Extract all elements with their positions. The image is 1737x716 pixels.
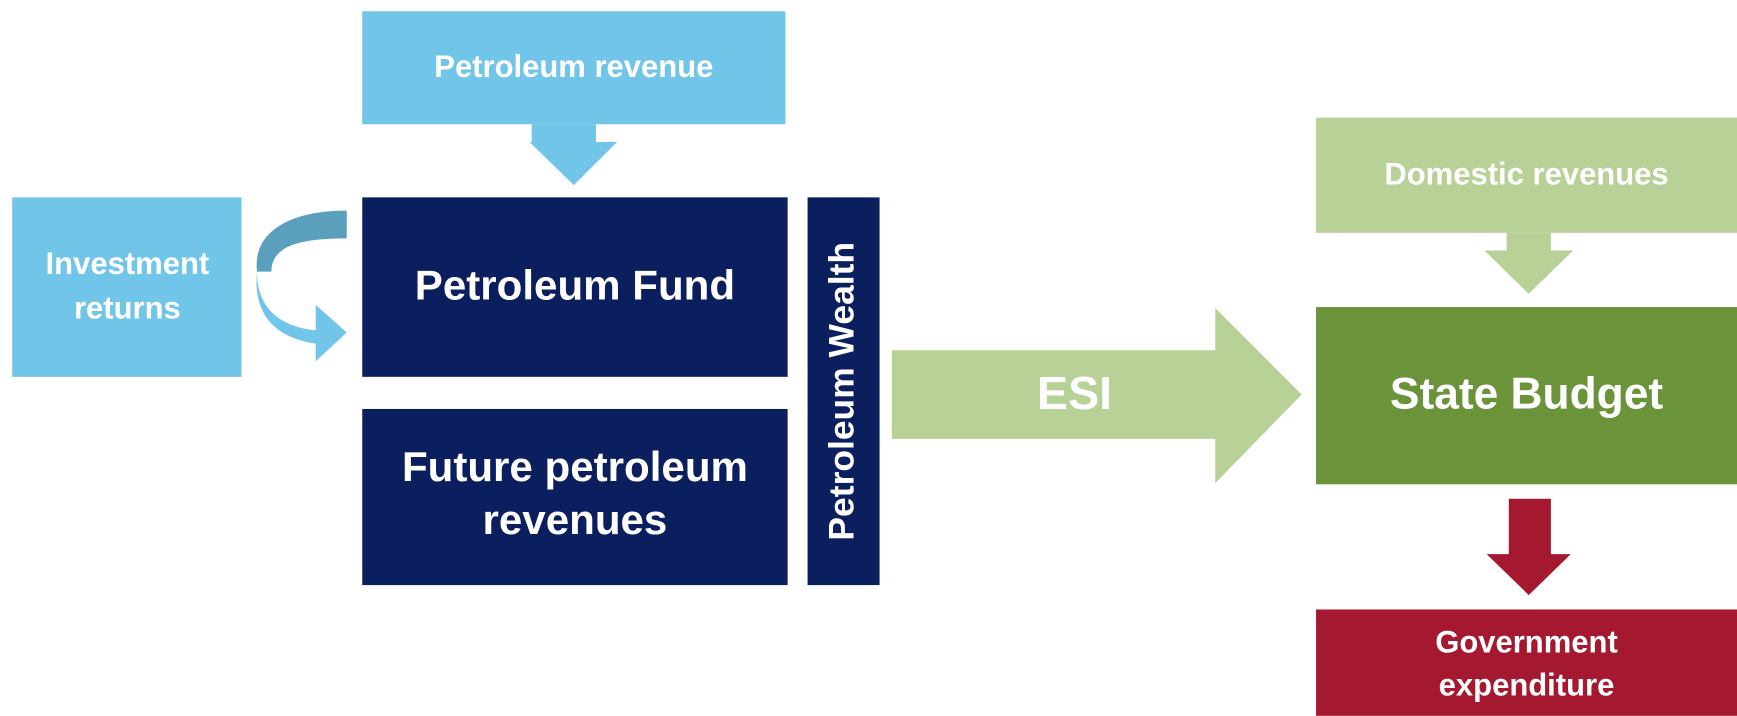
down-arrow (529, 124, 618, 186)
curved-arrow-bottom (256, 271, 347, 362)
petroleum-revenue-label: Petroleum revenue (434, 49, 713, 84)
state-budget-box (1316, 307, 1737, 485)
petroleum-wealth-box (807, 197, 880, 586)
investment-returns-box (12, 197, 242, 377)
esi-label: ESI (1037, 367, 1112, 419)
government-expenditure-label: Government (1435, 625, 1618, 660)
domestic-revenues-box (1316, 117, 1737, 233)
investment-returns-label: Investment (46, 246, 210, 281)
state-budget-label: State Budget (1390, 369, 1663, 418)
future-revenues-label: revenues (483, 496, 668, 543)
government-expenditure-box (1316, 609, 1737, 716)
petroleum-fund-box (362, 197, 788, 377)
domestic-revenues-label: Domestic revenues (1384, 157, 1668, 192)
government-expenditure-label: expenditure (1439, 668, 1615, 703)
future-revenues-label: Future petroleum (402, 443, 748, 490)
down-arrow (1486, 498, 1571, 596)
down-arrow (1484, 232, 1574, 294)
curved-arrow-top (256, 210, 347, 272)
petroleum-revenue-box (362, 11, 786, 125)
esi-arrow (891, 308, 1302, 484)
investment-returns-label: returns (74, 291, 181, 326)
petroleum-wealth-label: Petroleum Wealth (821, 242, 861, 541)
petroleum-fund-label: Petroleum Fund (415, 261, 735, 308)
future-revenues-box (362, 408, 788, 586)
